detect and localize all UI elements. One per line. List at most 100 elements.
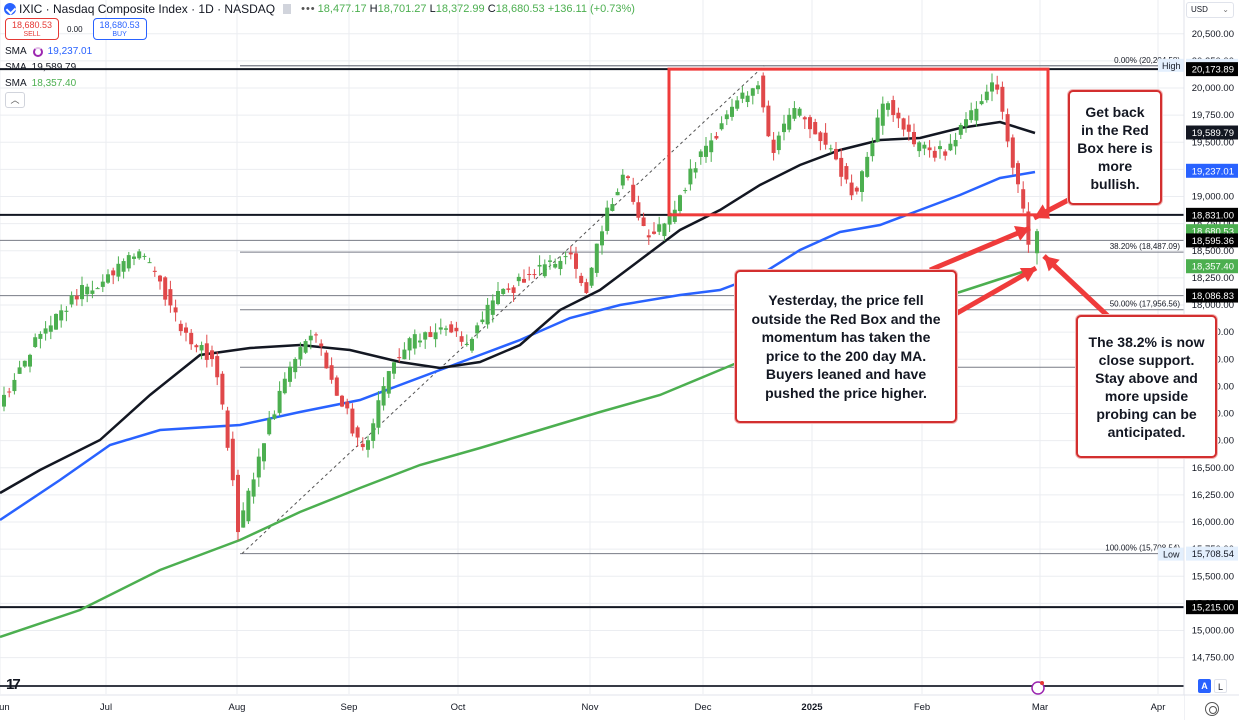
candle-down — [808, 117, 812, 130]
candle-down — [334, 377, 339, 396]
candle-down — [74, 295, 79, 300]
price-tick: 16,250.00 — [1192, 490, 1234, 501]
sma-100-legend[interactable]: SMA 19,237.01 — [5, 46, 92, 57]
sma-value: 19,589.79 — [31, 62, 77, 73]
candle-up — [95, 288, 100, 290]
candle-down — [631, 184, 636, 202]
candle-up — [470, 338, 474, 351]
candle-up — [563, 256, 568, 258]
chevron-down-icon: ⌄ — [1222, 5, 1229, 14]
candle-up — [412, 334, 417, 349]
candle-down — [901, 118, 906, 130]
log-scale-button[interactable]: L — [1214, 679, 1227, 693]
chevron-up-icon: ︿ — [10, 95, 20, 105]
candle-down — [178, 323, 183, 332]
candle-up — [797, 108, 802, 116]
arrow-to-red-box-head — [1034, 204, 1051, 219]
collapse-legend-button[interactable]: ︿ — [5, 92, 25, 108]
candle-up — [938, 146, 942, 150]
time-axis: Jun Jul Aug Sep Oct Nov Dec 2025 Feb Mar Apr — [0, 681, 1239, 720]
price-tick: 16,500.00 — [1192, 463, 1234, 474]
symbol-title-row[interactable]: IXIC · Nasdaq Composite Index · 1D · NAS… — [4, 2, 635, 16]
candle-up — [33, 337, 38, 348]
candle-up — [548, 260, 552, 262]
candle-up — [880, 103, 885, 126]
candle-up — [22, 360, 27, 367]
candle-down — [932, 150, 937, 158]
arrow-to-breakdown-head — [1013, 226, 1030, 241]
time-tick: Dec — [695, 702, 712, 713]
candle-down — [906, 124, 911, 132]
settings-icon[interactable] — [1205, 702, 1219, 716]
candle-down — [834, 148, 838, 160]
time-tick: Aug — [229, 702, 246, 713]
sma-50-line — [0, 120, 1036, 495]
candle-down — [1021, 189, 1026, 209]
candle-up — [745, 95, 750, 103]
candle-up — [693, 168, 698, 173]
flag-icon[interactable] — [283, 4, 292, 14]
candle-down — [912, 131, 916, 145]
candle-up — [537, 264, 542, 267]
fibonacci-retracement: 0.00% (20,204.58) 38.20% (18,487.09) 50.00… — [240, 56, 1186, 561]
price-tick: 20,000.00 — [1192, 83, 1234, 94]
buy-button[interactable]: 18,680.53 BUY — [92, 18, 147, 40]
sma-200-legend[interactable]: SMA 18,357.40 — [5, 78, 76, 89]
candle-up — [553, 263, 558, 268]
candle-up — [267, 418, 272, 435]
candle-down — [449, 324, 454, 333]
time-tick: 2025 — [801, 702, 823, 713]
candle-up — [750, 88, 755, 96]
candle-up — [80, 285, 84, 300]
more-horizontal-icon[interactable]: ••• — [301, 3, 316, 15]
spread-value: 0.00 — [67, 24, 83, 34]
candle-up — [756, 85, 760, 90]
candle-down — [158, 275, 162, 282]
candle-up — [12, 379, 17, 392]
time-tick: Jul — [100, 702, 112, 713]
candle-up — [376, 400, 381, 428]
price-label: 18,680.53 — [1192, 227, 1234, 238]
candle-up — [589, 267, 594, 286]
price-tick: 16,000.00 — [1192, 517, 1234, 528]
time-tick: Sep — [341, 702, 358, 713]
candle-up — [43, 328, 48, 334]
symbol-title[interactable]: IXIC · Nasdaq Composite Index · 1D · NAS… — [19, 2, 276, 16]
candle-up — [792, 108, 797, 119]
candle-up — [246, 490, 251, 522]
candle-up — [480, 319, 485, 323]
price-tick: 18,000.00 — [1192, 300, 1234, 311]
price-tick: 20,500.00 — [1192, 29, 1234, 40]
candle-up — [704, 145, 708, 157]
candle-up — [147, 262, 152, 264]
sma-50-legend[interactable]: SMA 19,589.79 — [5, 62, 76, 73]
currency-select[interactable]: USD ⌄ — [1186, 2, 1234, 18]
candle-up — [615, 191, 620, 196]
auto-scale-button[interactable]: A — [1198, 679, 1211, 693]
price-label-bg — [1186, 163, 1238, 178]
high-label: H — [369, 3, 378, 15]
tradingview-logo[interactable]: 17 — [6, 676, 21, 693]
candle-up — [288, 366, 292, 382]
candle-up — [106, 274, 110, 283]
candle-up — [485, 304, 490, 325]
candle-up — [740, 92, 745, 99]
arrow-to-200ma-head — [1019, 268, 1036, 282]
candle-down — [584, 282, 589, 293]
candle-up — [298, 347, 303, 360]
candle-up — [698, 151, 703, 158]
high-marker — [1158, 58, 1186, 72]
candle-down — [839, 157, 844, 177]
sell-button[interactable]: 18,680.53 SELL — [5, 18, 59, 40]
candle-down — [194, 345, 199, 348]
candle-down — [844, 166, 849, 180]
candle-up — [787, 114, 792, 130]
candle-up — [969, 110, 974, 121]
candle-up — [366, 440, 370, 450]
price-tick: 19,750.00 — [1192, 110, 1234, 121]
callout-38-support: The 38.2% is now close support. Stay abo… — [1076, 315, 1217, 458]
candle-up — [293, 359, 298, 373]
candle-down — [506, 288, 511, 290]
